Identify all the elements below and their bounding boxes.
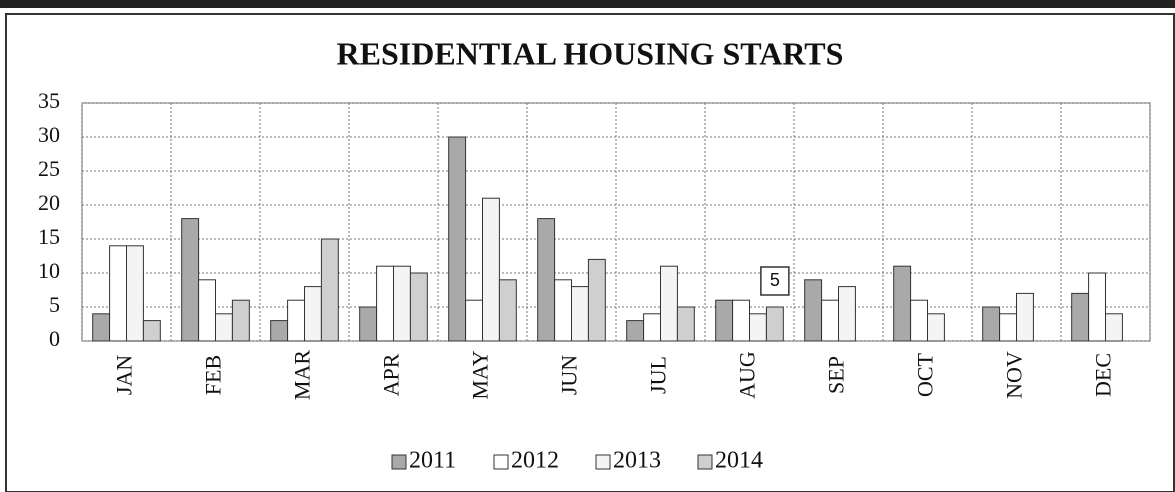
bar <box>660 265 678 342</box>
bar <box>359 306 378 342</box>
x-tick-label: NOV <box>1002 351 1027 399</box>
data-label: 5 <box>770 270 780 290</box>
bar <box>126 245 144 342</box>
bar <box>587 258 606 342</box>
x-tick-label: SEP <box>824 356 849 394</box>
bar <box>626 320 645 342</box>
bar <box>893 265 912 342</box>
bar <box>393 265 411 342</box>
top-border <box>0 0 1175 8</box>
x-tick-label: JUL <box>646 356 671 394</box>
x-tick-label: MAY <box>468 350 493 399</box>
bar <box>749 313 767 342</box>
x-tick-label: DEC <box>1091 353 1116 397</box>
bar <box>765 306 784 342</box>
y-tick-label: 35 <box>38 88 60 113</box>
legend-label: 2011 <box>409 448 456 474</box>
bar <box>999 313 1018 342</box>
bar <box>554 279 573 342</box>
x-tick-label: JAN <box>112 355 137 395</box>
bar <box>1088 272 1106 342</box>
bar <box>643 313 662 342</box>
chart-title: RESIDENTIAL HOUSING STARTS <box>337 35 844 71</box>
y-tick-label: 30 <box>38 122 60 147</box>
y-tick-label: 0 <box>49 326 60 351</box>
bar <box>537 218 556 342</box>
bar <box>376 265 394 342</box>
bar <box>409 272 428 342</box>
y-tick-label: 15 <box>38 224 60 249</box>
bar <box>198 279 216 342</box>
bar <box>448 136 467 342</box>
bar <box>215 313 233 342</box>
x-tick-label: AUG <box>735 351 760 399</box>
bar <box>270 320 289 342</box>
x-tick-label: APR <box>379 353 404 396</box>
bar <box>910 299 929 342</box>
bar <box>715 299 734 342</box>
bar <box>927 313 945 342</box>
bar <box>571 286 589 342</box>
legend-swatch <box>493 454 509 470</box>
legend-swatch <box>595 454 611 470</box>
bar <box>732 299 751 342</box>
bar <box>838 286 856 342</box>
frame <box>5 13 1175 492</box>
bar <box>320 238 339 342</box>
legend-swatch <box>697 454 713 470</box>
x-tick-label: MAR <box>290 350 315 400</box>
bar <box>1016 292 1034 342</box>
x-tick-label: FEB <box>201 355 226 395</box>
bar <box>1105 313 1123 342</box>
bar <box>181 218 200 342</box>
legend-label: 2014 <box>715 448 763 474</box>
bar <box>109 245 127 342</box>
y-tick-label: 5 <box>49 292 60 317</box>
x-tick-label: OCT <box>913 352 938 397</box>
bar <box>304 286 322 342</box>
bar <box>142 320 161 342</box>
legend-label: 2012 <box>511 448 559 474</box>
bar <box>498 279 517 342</box>
x-tick-label: JUN <box>557 355 582 395</box>
y-tick-label: 10 <box>38 258 60 283</box>
bar <box>804 279 823 342</box>
bar <box>92 313 111 342</box>
bar <box>821 299 840 342</box>
y-tick-label: 25 <box>38 156 60 181</box>
bar <box>287 299 305 342</box>
bar <box>231 299 250 342</box>
bar <box>676 306 695 342</box>
y-tick-label: 20 <box>38 190 60 215</box>
legend-label: 2013 <box>613 448 661 474</box>
bar <box>482 197 500 342</box>
bar <box>982 306 1001 342</box>
bar <box>465 299 483 342</box>
bar <box>1071 292 1090 342</box>
legend-swatch <box>391 454 407 470</box>
data-label-box <box>760 266 790 296</box>
